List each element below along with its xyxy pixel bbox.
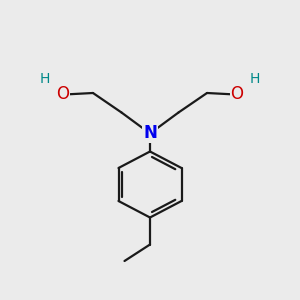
Text: O: O bbox=[230, 85, 244, 103]
Text: H: H bbox=[250, 73, 260, 86]
Text: H: H bbox=[40, 73, 50, 86]
Text: N: N bbox=[143, 124, 157, 142]
Text: O: O bbox=[56, 85, 70, 103]
